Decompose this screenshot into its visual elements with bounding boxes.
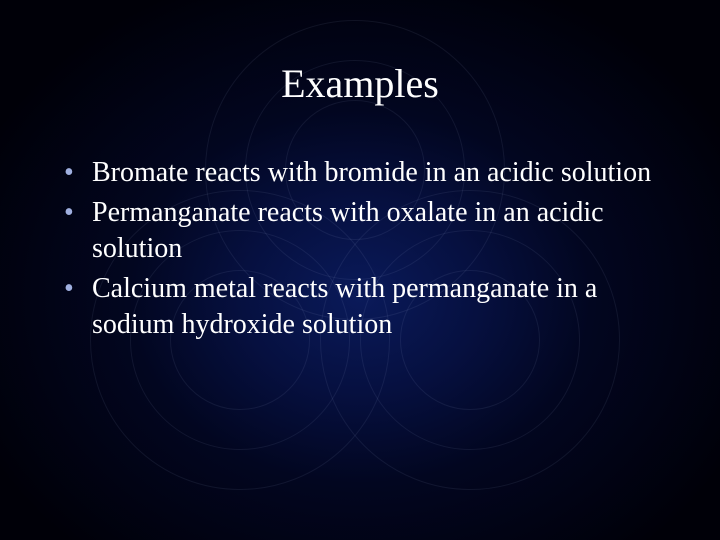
bullet-item: •Bromate reacts with bromide in an acidi… xyxy=(60,155,660,191)
bullet-item: •Calcium metal reacts with permanganate … xyxy=(60,271,660,343)
bullet-text: Permanganate reacts with oxalate in an a… xyxy=(92,195,660,267)
bullet-marker: • xyxy=(60,195,92,231)
bullet-text: Bromate reacts with bromide in an acidic… xyxy=(92,155,651,191)
bullet-marker: • xyxy=(60,271,92,307)
slide-container: Examples •Bromate reacts with bromide in… xyxy=(0,0,720,540)
bullet-text: Calcium metal reacts with permanganate i… xyxy=(92,271,660,343)
slide-content: •Bromate reacts with bromide in an acidi… xyxy=(60,155,660,347)
slide-title: Examples xyxy=(0,60,720,107)
bullet-marker: • xyxy=(60,155,92,191)
bullet-item: •Permanganate reacts with oxalate in an … xyxy=(60,195,660,267)
